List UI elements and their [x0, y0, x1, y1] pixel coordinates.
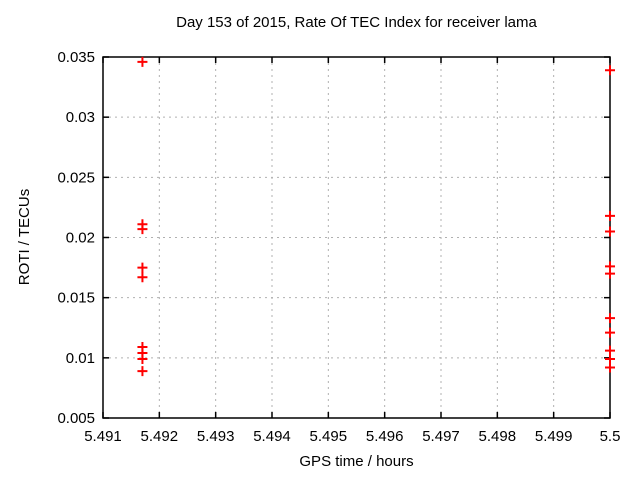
y-tick-label: 0.035	[57, 49, 95, 66]
x-tick-label: 5.497	[422, 428, 460, 445]
data-point-marker	[137, 224, 148, 235]
data-point-marker	[605, 226, 615, 237]
data-point-marker	[605, 354, 615, 365]
x-tick-label: 5.493	[197, 428, 235, 445]
x-tick-label: 5.5	[600, 428, 621, 445]
y-tick-label: 0.03	[66, 109, 95, 126]
data-point-marker	[605, 345, 615, 356]
y-tick-label: 0.005	[57, 410, 95, 427]
data-point-marker	[137, 366, 148, 377]
x-tick-label: 5.498	[479, 428, 517, 445]
data-point-marker	[605, 327, 615, 338]
x-tick-label: 5.499	[535, 428, 573, 445]
data-point-marker	[605, 268, 615, 279]
data-point-marker	[137, 272, 148, 283]
y-tick-label: 0.015	[57, 290, 95, 307]
chart-title: Day 153 of 2015, Rate Of TEC Index for r…	[176, 14, 537, 31]
x-tick-label: 5.496	[366, 428, 404, 445]
data-point-marker	[137, 262, 148, 273]
y-tick-label: 0.02	[66, 230, 95, 247]
x-tick-label: 5.495	[310, 428, 348, 445]
x-tick-label: 5.491	[84, 428, 122, 445]
data-point-marker	[605, 65, 615, 76]
x-tick-label: 5.492	[141, 428, 179, 445]
x-axis-label: GPS time / hours	[299, 453, 414, 470]
data-point-marker	[605, 362, 615, 373]
y-tick-label: 0.01	[66, 350, 95, 367]
data-point-marker	[137, 354, 148, 365]
data-point-marker	[137, 56, 148, 67]
x-tick-label: 5.494	[253, 428, 291, 445]
data-point-marker	[605, 210, 615, 221]
data-point-marker	[605, 313, 615, 324]
y-tick-label: 0.025	[57, 169, 95, 186]
